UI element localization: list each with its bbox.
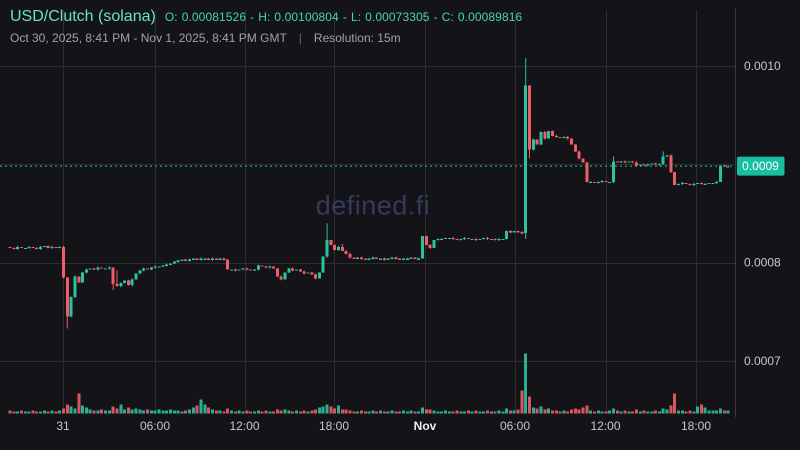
svg-text:12:00: 12:00 xyxy=(590,419,620,433)
svg-text:0.0007: 0.0007 xyxy=(744,354,781,368)
svg-text:06:00: 06:00 xyxy=(140,419,170,433)
svg-text:0.0008: 0.0008 xyxy=(744,256,781,270)
svg-text:0.0009: 0.0009 xyxy=(742,159,779,173)
price-axis-labels: 0.0010 0.0008 0.0007 xyxy=(744,59,781,368)
svg-text:18:00: 18:00 xyxy=(319,419,349,433)
svg-text:Nov: Nov xyxy=(414,419,437,433)
volume-bars xyxy=(8,353,730,414)
price-axis[interactable] xyxy=(736,0,800,418)
svg-text:18:00: 18:00 xyxy=(681,419,711,433)
time-axis[interactable] xyxy=(0,416,736,450)
candlesticks xyxy=(8,58,730,329)
svg-text:06:00: 06:00 xyxy=(500,419,530,433)
grid-lines xyxy=(0,10,735,413)
time-axis-labels: 31 06:00 12:00 18:00 Nov 06:00 12:00 18:00 xyxy=(56,419,711,433)
svg-text:12:00: 12:00 xyxy=(229,419,259,433)
last-price-badge: 0.0009 xyxy=(737,156,785,176)
svg-text:0.0010: 0.0010 xyxy=(744,59,781,73)
svg-text:31: 31 xyxy=(56,419,70,433)
